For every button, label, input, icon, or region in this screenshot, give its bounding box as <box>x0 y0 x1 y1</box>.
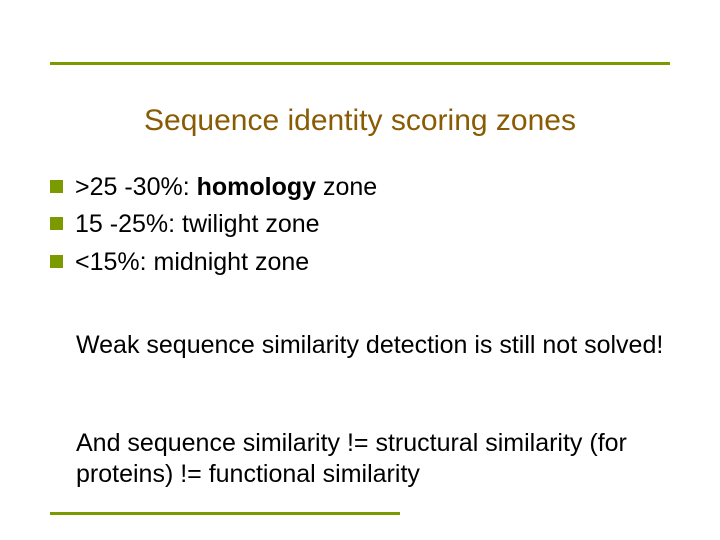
bullet-bold: homology <box>197 173 316 201</box>
bullet-prefix: 15 -25%: twilight zone <box>75 210 320 238</box>
bullet-text: 15 -25%: twilight zone <box>75 209 320 240</box>
bullet-text: <15%: midnight zone <box>75 247 309 278</box>
bullet-item: <15%: midnight zone <box>50 247 670 278</box>
square-bullet-icon <box>50 180 63 193</box>
paragraph-1: Weak sequence similarity detection is st… <box>76 330 670 361</box>
bullet-item: 15 -25%: twilight zone <box>50 209 670 240</box>
bullet-suffix: zone <box>316 173 377 201</box>
bullet-prefix: >25 -30%: <box>75 173 197 201</box>
paragraph-2: And sequence similarity != structural si… <box>76 428 670 491</box>
square-bullet-icon <box>50 255 63 268</box>
slide-title: Sequence identity scoring zones <box>0 104 720 138</box>
bullet-text: >25 -30%: homology zone <box>75 172 377 203</box>
bullet-prefix: <15%: midnight zone <box>75 248 309 276</box>
bottom-rule <box>50 512 400 515</box>
square-bullet-icon <box>50 217 63 230</box>
bullet-item: >25 -30%: homology zone <box>50 172 670 203</box>
top-rule <box>50 62 670 65</box>
bullet-list: >25 -30%: homology zone 15 -25%: twilight… <box>50 172 670 284</box>
